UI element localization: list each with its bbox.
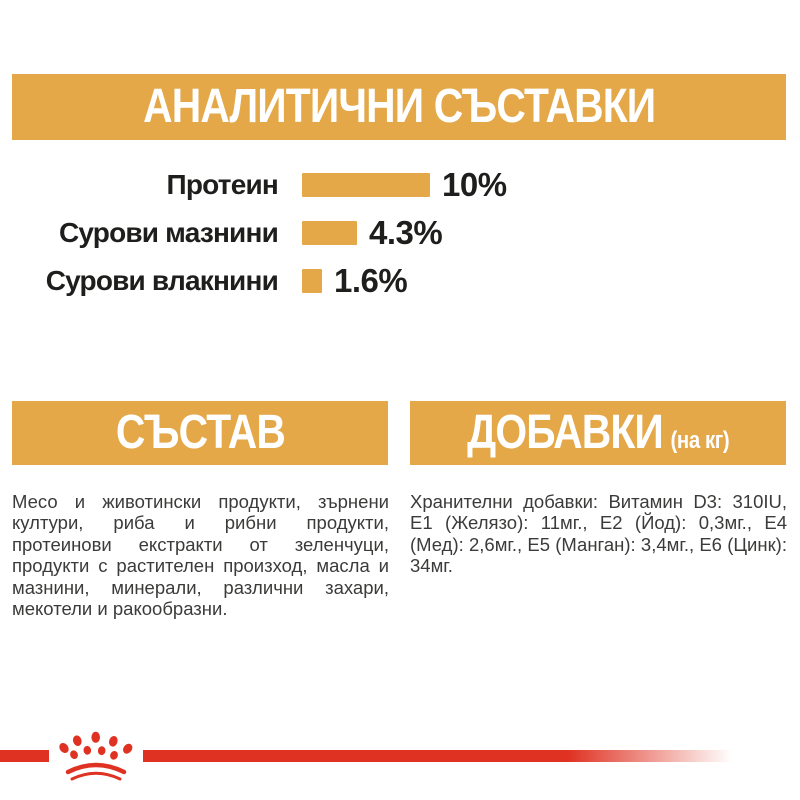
composition-text: Месо и животински продукти, зърнени култ… xyxy=(12,490,389,620)
chart-value-label: 10% xyxy=(442,166,507,203)
additives-banner: ДОБАВКИ (на кг) xyxy=(410,401,786,465)
chart-row: Сурови мазнини 4.3% xyxy=(0,214,443,251)
crown-paw-dots xyxy=(59,731,133,760)
chart-category-label: Сурови влакнини xyxy=(45,265,279,296)
analytical-constituents-title: АНАЛИТИЧНИ СЪСТАВКИ xyxy=(142,80,656,133)
composition-title: СЪСТАВ xyxy=(115,406,285,459)
chart-bar xyxy=(302,221,357,245)
additives-unit-note: (на кг) xyxy=(670,427,730,454)
chart-category-label: Сурови мазнини xyxy=(58,217,279,248)
chart-bar xyxy=(302,269,322,293)
composition-banner: СЪСТАВ xyxy=(12,401,388,465)
additives-text: Хранителни добавки: Витамин D3: 310IU, E… xyxy=(410,490,787,577)
brand-stripe-left xyxy=(0,750,49,762)
additives-title: ДОБАВКИ xyxy=(466,406,664,459)
chart-row: Сурови влакнини 1.6% xyxy=(0,262,408,299)
chart-bar xyxy=(302,173,430,197)
brand-stripe-right xyxy=(143,750,750,762)
royal-canin-crown-logo xyxy=(59,731,133,781)
chart-value-label: 1.6% xyxy=(334,262,408,299)
chart-value-label: 4.3% xyxy=(369,214,443,251)
additives-title-row: ДОБАВКИ (на кг) xyxy=(466,406,730,459)
analytical-constituents-banner: АНАЛИТИЧНИ СЪСТАВКИ xyxy=(12,74,786,140)
crown-arcs xyxy=(65,762,127,781)
chart-row: Протеин 10% xyxy=(0,166,508,203)
chart-category-label: Протеин xyxy=(166,169,279,200)
